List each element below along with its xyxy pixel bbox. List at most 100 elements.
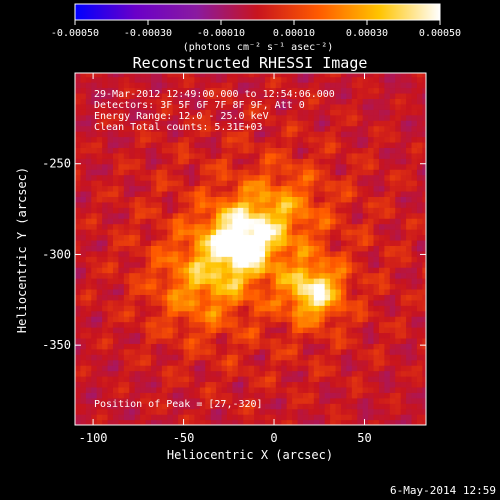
heatmap-cell (308, 316, 315, 323)
heatmap-cell (188, 386, 196, 393)
heatmap-cell (319, 163, 326, 170)
heatmap-cell (172, 147, 179, 154)
heatmap-cell (156, 73, 163, 78)
heatmap-cell (259, 370, 266, 377)
heatmap-cell (96, 288, 103, 295)
heatmap-cell (150, 414, 158, 421)
heatmap-cell (107, 190, 114, 197)
heatmap-cell (199, 348, 206, 355)
heatmap-cell (118, 376, 125, 383)
heatmap-cell (270, 120, 277, 127)
heatmap-cell (254, 82, 261, 89)
heatmap-cell (400, 386, 407, 393)
heatmap-cell (411, 408, 418, 415)
heatmap-cell (102, 92, 109, 99)
heatmap-cell (145, 229, 152, 236)
colorbar-tick-label: -0.00030 (124, 28, 172, 39)
heatmap-cell (395, 185, 402, 192)
heatmap-cell (216, 98, 223, 105)
heatmap-cell (297, 359, 304, 366)
heatmap-cell (259, 212, 266, 219)
heatmap-cell (140, 370, 147, 377)
heatmap-cell (107, 196, 114, 203)
heatmap-cell (281, 73, 288, 78)
heatmap-cell (118, 348, 125, 355)
heatmap-cell (254, 376, 261, 383)
heatmap-cell (226, 147, 234, 154)
heatmap-cell (281, 239, 288, 246)
heatmap-cell (118, 212, 125, 219)
heatmap-cell (194, 73, 201, 78)
heatmap-cell (232, 316, 239, 323)
heatmap-cell (123, 408, 130, 415)
heatmap-cell (281, 87, 288, 94)
heatmap-cell (123, 332, 130, 339)
heatmap-cell (346, 109, 353, 116)
heatmap-cell (378, 267, 385, 274)
heatmap-cell (302, 185, 309, 192)
heatmap-cell (199, 180, 206, 187)
heatmap-cell (199, 125, 206, 132)
heatmap-cell (232, 392, 239, 399)
heatmap-cell (150, 87, 158, 94)
heatmap-cell (324, 288, 331, 295)
heatmap-cell (259, 327, 266, 334)
heatmap-cell (205, 163, 212, 170)
heatmap-cell (324, 190, 331, 197)
heatmap-cell (178, 327, 185, 334)
heatmap-cell (183, 294, 190, 301)
heatmap-cell (302, 354, 309, 361)
heatmap-cell (313, 109, 320, 116)
heatmap-cell (199, 250, 206, 257)
heatmap-cell (96, 158, 103, 165)
heatmap-cell (183, 163, 190, 170)
heatmap-cell (384, 397, 391, 404)
heatmap-cell (167, 196, 174, 203)
heatmap-cell (85, 239, 92, 246)
heatmap-cell (302, 376, 309, 383)
heatmap-cell (319, 256, 326, 263)
heatmap-cell (156, 114, 163, 121)
heatmap-cell (178, 73, 185, 78)
heatmap-cell (357, 381, 364, 388)
heatmap-cell (286, 76, 293, 83)
heatmap-cell (416, 288, 423, 295)
heatmap-cell (400, 185, 407, 192)
heatmap-cell (85, 261, 92, 268)
heatmap-cell (264, 337, 271, 344)
heatmap-cell (400, 131, 407, 138)
heatmap-cell (254, 397, 261, 404)
heatmap-cell (395, 234, 402, 241)
heatmap-cell (330, 196, 337, 203)
heatmap-cell (254, 158, 261, 165)
heatmap-cell (134, 136, 141, 143)
heatmap-cell (330, 245, 337, 252)
heatmap-cell (237, 386, 244, 393)
heatmap-cell (411, 234, 418, 241)
heatmap-cell (264, 272, 271, 279)
heatmap-cell (264, 365, 271, 372)
heatmap-cell (324, 354, 331, 361)
heatmap-cell (75, 218, 82, 225)
heatmap-cell (188, 152, 196, 159)
heatmap-cell (373, 212, 380, 219)
heatmap-cell (178, 114, 185, 121)
heatmap-cell (178, 365, 185, 372)
heatmap-cell (362, 403, 369, 410)
heatmap-cell (91, 250, 98, 257)
heatmap-cell (281, 354, 288, 361)
heatmap-cell (221, 261, 228, 268)
heatmap-cell (145, 299, 152, 306)
heatmap-cell (205, 354, 212, 361)
heatmap-cell (395, 136, 402, 143)
heatmap-cell (324, 239, 331, 246)
heatmap-cell (351, 201, 358, 208)
heatmap-cell (340, 174, 347, 181)
heatmap-cell (373, 267, 380, 274)
heatmap-cell (237, 229, 244, 236)
heatmap-cell (259, 310, 266, 317)
heatmap-cell (123, 82, 130, 89)
heatmap-cell (243, 212, 250, 219)
heatmap-cell (112, 212, 120, 219)
heatmap-cell (237, 212, 244, 219)
